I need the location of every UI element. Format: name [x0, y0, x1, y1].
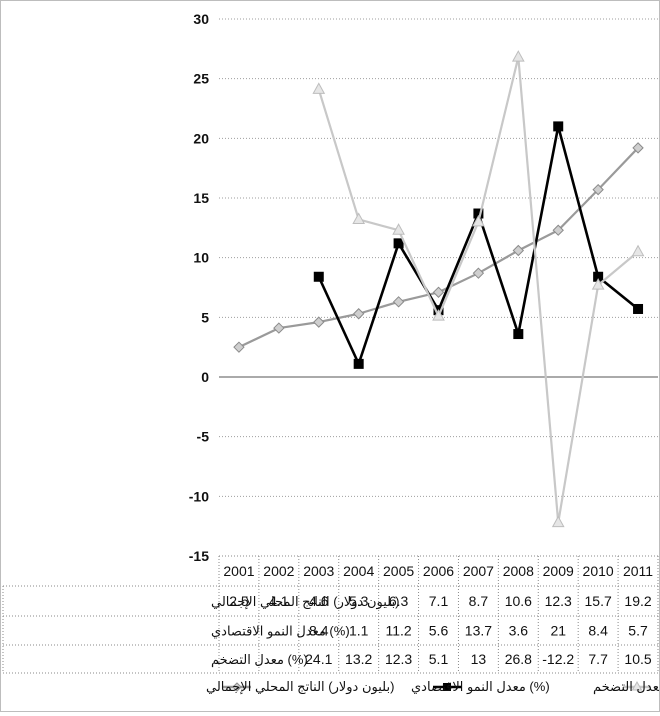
category-label: 2004 [343, 563, 374, 579]
y-tick-label: 5 [201, 309, 209, 325]
data-point-marker [512, 244, 525, 257]
data-point-marker [472, 267, 485, 279]
data-value-label: 4.1 [269, 593, 289, 609]
data-point-marker [273, 322, 285, 334]
data-value-label: -12.2 [542, 651, 574, 667]
data-point-marker [511, 50, 525, 62]
legend-item: (بليون دولار) الناتج المحلي الإجمالي [206, 679, 394, 695]
data-point-marker [631, 244, 645, 257]
data-value-label: 5.3 [349, 593, 369, 609]
axis-layer: 30 25 20 15 10 5 0 -5 -10 -15 [189, 11, 658, 564]
data-value-label: 13.7 [465, 623, 492, 639]
data-point-marker [551, 515, 565, 528]
data-value-label: 19.2 [624, 593, 651, 609]
series-name-label: (%) معدل النمو الاقتصادي [211, 624, 350, 640]
category-label: 2011 [623, 563, 653, 579]
y-tick-label: -10 [189, 488, 209, 504]
data-point-marker [353, 358, 364, 369]
category-label: 2010 [583, 563, 614, 579]
legend-label: (%) معدل النمو الاقتصادي [411, 679, 550, 695]
data-value-label: 24.1 [305, 651, 332, 667]
data-point-marker [313, 316, 325, 328]
data-point-marker [553, 121, 564, 132]
data-value-label: 8.7 [469, 593, 489, 609]
data-point-marker [513, 329, 524, 340]
data-table: 2001 2002 2003 2004 2005 2006 2007 2008 2009 2010… [2, 555, 659, 674]
data-value-label: 13 [471, 651, 487, 667]
data-point-marker [633, 303, 644, 314]
data-point-marker [632, 142, 644, 154]
data-value-label: 3.6 [509, 623, 529, 639]
data-point-marker [392, 223, 405, 235]
data-point-marker [432, 286, 445, 298]
data-value-label: 5.7 [628, 623, 648, 639]
y-tick-label: 20 [193, 130, 209, 146]
data-value-label: 10.6 [505, 593, 532, 609]
y-tick-label: -15 [189, 548, 209, 564]
y-tick-label: -5 [197, 429, 210, 445]
y-tick-label: 10 [193, 250, 209, 266]
legend-marker [232, 682, 242, 692]
y-tick-label: 25 [193, 71, 209, 87]
series-layer [233, 50, 645, 528]
data-value-label: 7.7 [588, 651, 608, 667]
category-label: 2003 [303, 563, 334, 579]
data-value-label: 8.4 [309, 623, 329, 639]
legend-item: (%) معدل النمو الاقتصادي [411, 679, 550, 695]
data-value-label: 26.8 [505, 651, 532, 667]
series-line [317, 56, 639, 524]
data-point-marker [392, 296, 405, 308]
data-point-marker [473, 208, 484, 219]
data-value-label: 6.3 [389, 593, 409, 609]
legend-marker [631, 680, 643, 691]
series-name-label: (%) معدل التضخم [211, 652, 308, 668]
data-value-label: 4.6 [309, 593, 329, 609]
data-value-label: 21 [550, 623, 566, 639]
data-value-label: 8.4 [588, 623, 608, 639]
data-value-label: 11.2 [385, 623, 411, 639]
category-label: 2008 [503, 563, 534, 579]
category-label: 2001 [223, 563, 254, 579]
data-point-marker [312, 82, 326, 94]
legend-marker [443, 683, 451, 691]
data-value-label: 10.5 [624, 651, 651, 667]
category-label: 2005 [383, 563, 414, 579]
legend-label: (بليون دولار) الناتج المحلي الإجمالي [206, 679, 394, 695]
data-value-label: 12.3 [545, 593, 572, 609]
y-tick-label: 15 [193, 190, 209, 206]
data-value-label: 15.7 [585, 593, 612, 609]
data-point-marker [352, 212, 366, 224]
y-tick-label: 0 [201, 369, 209, 385]
series-name-label: (بليون دولار) الناتج المحلي الإجمالي [211, 594, 399, 610]
category-label: 2007 [463, 563, 494, 579]
y-tick-label: 30 [193, 11, 209, 27]
legend: (بليون دولار) الناتج المحلي الإجمالي (%) … [206, 679, 660, 695]
data-point-marker [432, 309, 445, 321]
data-point-marker [393, 238, 404, 249]
legend-item: (%) معدل التضخم [593, 679, 660, 695]
data-point-marker [313, 271, 324, 282]
data-point-marker [552, 224, 564, 236]
data-value-label: 7.1 [429, 593, 449, 609]
data-value-label: 2.5 [229, 593, 249, 609]
data-point-marker [593, 271, 604, 282]
data-value-label: 5.1 [429, 651, 449, 667]
data-point-marker [233, 341, 245, 353]
data-value-label: 13.2 [345, 651, 372, 667]
data-point-marker [591, 278, 605, 290]
data-point-marker [472, 214, 485, 227]
data-value-label: 5.6 [429, 623, 449, 639]
data-value-label: 12.3 [385, 651, 412, 667]
category-label: 2002 [263, 563, 294, 579]
data-value-label: 1.1 [349, 623, 369, 639]
category-label: 2009 [543, 563, 574, 579]
data-point-marker [592, 183, 604, 196]
legend-label: (%) معدل التضخم [593, 679, 659, 695]
data-point-marker [352, 308, 365, 320]
category-label: 2006 [423, 563, 454, 579]
